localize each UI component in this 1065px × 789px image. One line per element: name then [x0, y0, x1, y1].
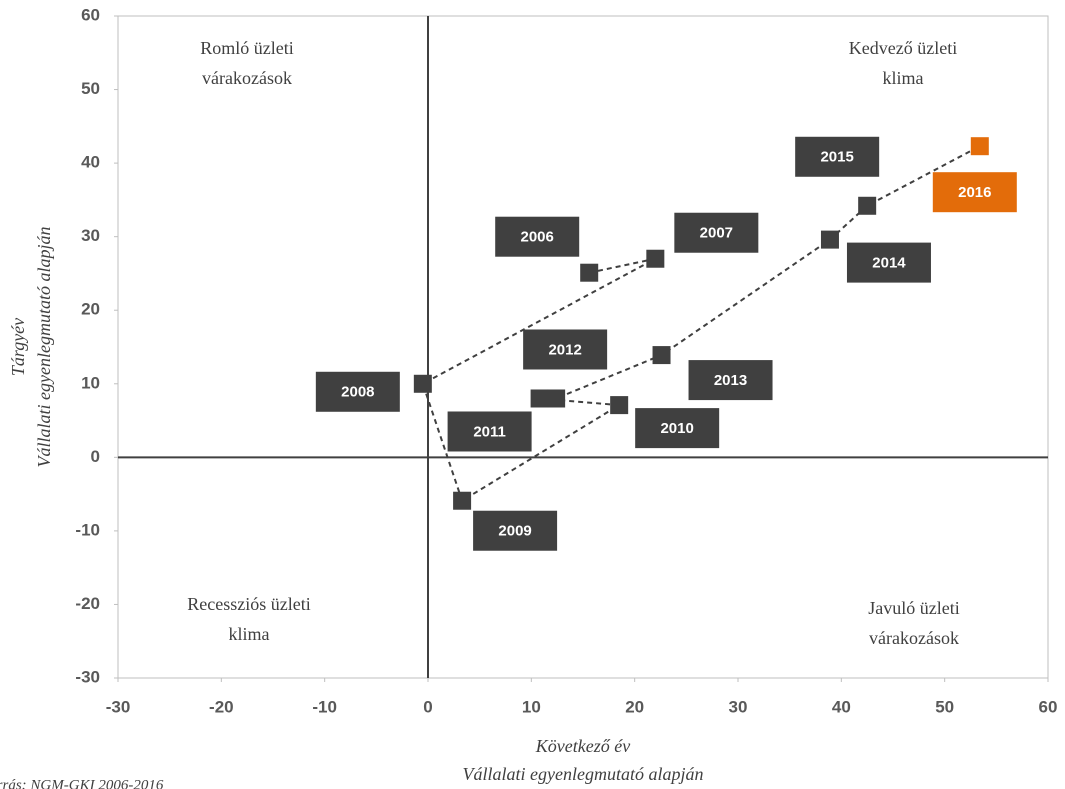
y-tick-label: 20 [81, 300, 100, 319]
quadrant-label: klima [883, 68, 924, 88]
label-box [635, 408, 720, 449]
label-box [447, 411, 532, 452]
y-axis-title: Vállalati egyenlegmutató alapján [34, 227, 54, 468]
quadrant-label: Recessziós üzleti [187, 594, 310, 614]
point-label: 2012 [548, 341, 581, 358]
quadrant-label: Kedvező üzleti [849, 38, 957, 58]
label-box [473, 510, 558, 551]
marker [530, 389, 549, 408]
y-tick-label: 10 [81, 373, 100, 392]
label-box [795, 136, 880, 177]
marker [858, 196, 877, 215]
point-label: 2007 [700, 225, 733, 242]
marker [646, 249, 665, 268]
y-tick-label: -30 [75, 667, 100, 686]
y-tick-label: 30 [81, 226, 100, 245]
marker [610, 396, 629, 415]
label-box [495, 216, 580, 257]
point-label: 2006 [521, 229, 554, 246]
label-box [688, 360, 773, 401]
trajectory-line [421, 145, 981, 503]
point-label: 2013 [714, 372, 747, 389]
x-tick-label: 60 [1039, 697, 1058, 716]
quadrant-label: várakozások [202, 68, 292, 88]
y-tick-label: 50 [81, 79, 100, 98]
quadrant-label: klima [229, 624, 270, 644]
quadrant-label: Javuló üzleti [868, 598, 959, 618]
plot-frame [117, 15, 1049, 679]
point-label: 2014 [872, 255, 906, 272]
x-tick-label: -30 [106, 697, 131, 716]
label-box [315, 371, 400, 412]
point-label: 2016 [958, 184, 991, 201]
quadrant-label: Romló üzleti [200, 38, 294, 58]
x-tick-label: -10 [312, 697, 337, 716]
y-tick-label: -10 [75, 520, 100, 539]
y-axis-title: Tárgyév [8, 318, 28, 376]
x-tick-label: 40 [832, 697, 851, 716]
label-box [846, 242, 931, 283]
x-tick-label: 10 [522, 697, 541, 716]
point-label: 2011 [473, 423, 506, 440]
marker [413, 374, 432, 393]
marker [820, 230, 839, 249]
x-axis-title: Következő év [535, 736, 630, 756]
marker [547, 389, 566, 408]
marker [580, 263, 599, 282]
source-note: Forrás: NGM-GKI 2006-2016 [0, 777, 164, 789]
label-box [932, 172, 1017, 213]
label-box [523, 329, 608, 370]
x-tick-label: 0 [423, 697, 432, 716]
x-tick-label: -20 [209, 697, 234, 716]
x-tick-label: 50 [935, 697, 954, 716]
point-label: 2010 [660, 420, 693, 437]
y-tick-label: 0 [91, 447, 100, 466]
marker [453, 491, 472, 510]
point-label: 2015 [820, 149, 853, 166]
marker [970, 137, 989, 156]
x-tick-label: 20 [625, 697, 644, 716]
label-box [674, 212, 759, 253]
point-label: 2009 [498, 523, 531, 540]
y-tick-label: 40 [81, 153, 100, 172]
x-axis-title: Vállalati egyenlegmutató alapján [463, 764, 704, 784]
x-tick-label: 30 [729, 697, 748, 716]
y-tick-label: -20 [75, 594, 100, 613]
marker [652, 346, 671, 365]
quadrant-label: várakozások [869, 628, 959, 648]
point-label: 2008 [341, 384, 374, 401]
y-tick-label: 60 [81, 5, 100, 24]
